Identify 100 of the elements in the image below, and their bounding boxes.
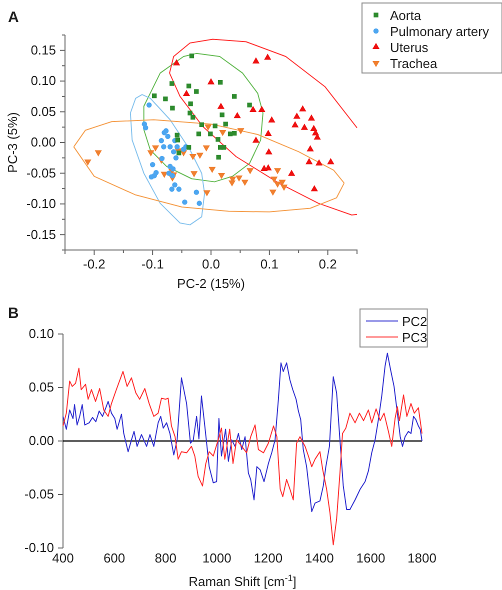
point (176, 150, 182, 156)
y-tick-label: 0.15 (30, 42, 56, 58)
point (306, 145, 314, 152)
point (161, 144, 166, 150)
point (208, 166, 216, 174)
point (186, 84, 192, 88)
point (172, 182, 178, 188)
point (170, 81, 174, 86)
point (189, 54, 194, 58)
point (218, 173, 226, 180)
x-tick-label: 1800 (408, 550, 436, 566)
point (174, 132, 180, 138)
point (163, 96, 168, 102)
point (235, 175, 243, 182)
point (196, 132, 202, 136)
point (234, 112, 241, 118)
x-tick-label: 1600 (356, 550, 386, 566)
point (216, 154, 221, 160)
x-tick-label: 0.2 (318, 256, 337, 272)
point (152, 145, 160, 152)
x-tick-label: 1000 (202, 550, 232, 566)
y-tick-label: 0.10 (30, 73, 56, 88)
x-tick-label: 1400 (304, 550, 334, 566)
legend-label: Uterus (390, 40, 429, 55)
legend-label: Pulmonary artery (390, 24, 490, 39)
y-tick-label: -0.10 (24, 540, 54, 556)
point (315, 159, 323, 166)
x-tick-label: 1200 (254, 550, 283, 566)
point (217, 102, 224, 109)
legend-label: PC2 (402, 314, 428, 329)
y-tick-label: -0.05 (26, 165, 56, 180)
point (196, 152, 204, 159)
point (146, 102, 152, 108)
point (169, 186, 175, 192)
point (258, 106, 266, 112)
chart-title: B (8, 305, 19, 322)
point (232, 94, 237, 99)
x-tick-label: 0.0 (202, 256, 220, 272)
point (288, 170, 296, 176)
point (150, 162, 156, 168)
y-tick-label: 0.00 (30, 134, 56, 150)
point (308, 114, 316, 121)
point (220, 112, 224, 118)
point (174, 144, 180, 150)
point (190, 114, 196, 120)
point (310, 124, 318, 132)
point (218, 80, 223, 85)
point (202, 145, 210, 152)
point (194, 190, 200, 195)
legend-label: PC3 (402, 330, 428, 345)
x-tick-label: 600 (103, 550, 126, 566)
point (94, 150, 102, 156)
point (170, 149, 176, 154)
point (194, 89, 199, 94)
y-tick-label: 0.00 (28, 433, 54, 448)
point (147, 150, 154, 156)
point (299, 105, 306, 112)
chart-title: A (8, 9, 19, 26)
point (189, 154, 196, 160)
y-tick-label: -0.05 (24, 486, 54, 502)
x-tick-label: -0.2 (82, 256, 106, 272)
point (170, 166, 176, 172)
point (196, 200, 202, 206)
point (165, 134, 170, 139)
x-axis-title: PC-2 (15%) (177, 276, 245, 291)
point (223, 122, 228, 126)
line-series (62, 368, 422, 546)
point (293, 112, 300, 119)
y-tick-label: 0.05 (30, 104, 56, 119)
point (265, 148, 272, 154)
point (216, 137, 220, 142)
x-tick-label: 800 (154, 550, 176, 566)
point (173, 155, 179, 160)
point (241, 180, 248, 186)
point (264, 54, 272, 60)
point (142, 125, 148, 130)
y-tick-label: -0.15 (26, 226, 56, 242)
point (170, 106, 175, 110)
point (190, 171, 198, 178)
point (158, 138, 164, 144)
point (232, 130, 237, 136)
legend-label: Aorta (390, 8, 422, 23)
x-axis-title: Raman Shift [cm$^{-1}$] (188, 573, 296, 589)
point (199, 122, 204, 128)
point (167, 144, 173, 150)
point (208, 132, 213, 136)
point (327, 158, 334, 164)
point (204, 124, 212, 131)
point (222, 145, 226, 150)
point (84, 159, 92, 166)
point (252, 57, 260, 64)
point (310, 185, 318, 192)
point (268, 116, 276, 122)
x-tick-label: 400 (52, 550, 74, 566)
point (188, 101, 193, 106)
point (264, 130, 272, 136)
point (182, 90, 190, 96)
point (274, 168, 282, 174)
point (152, 93, 157, 98)
point (186, 145, 192, 150)
